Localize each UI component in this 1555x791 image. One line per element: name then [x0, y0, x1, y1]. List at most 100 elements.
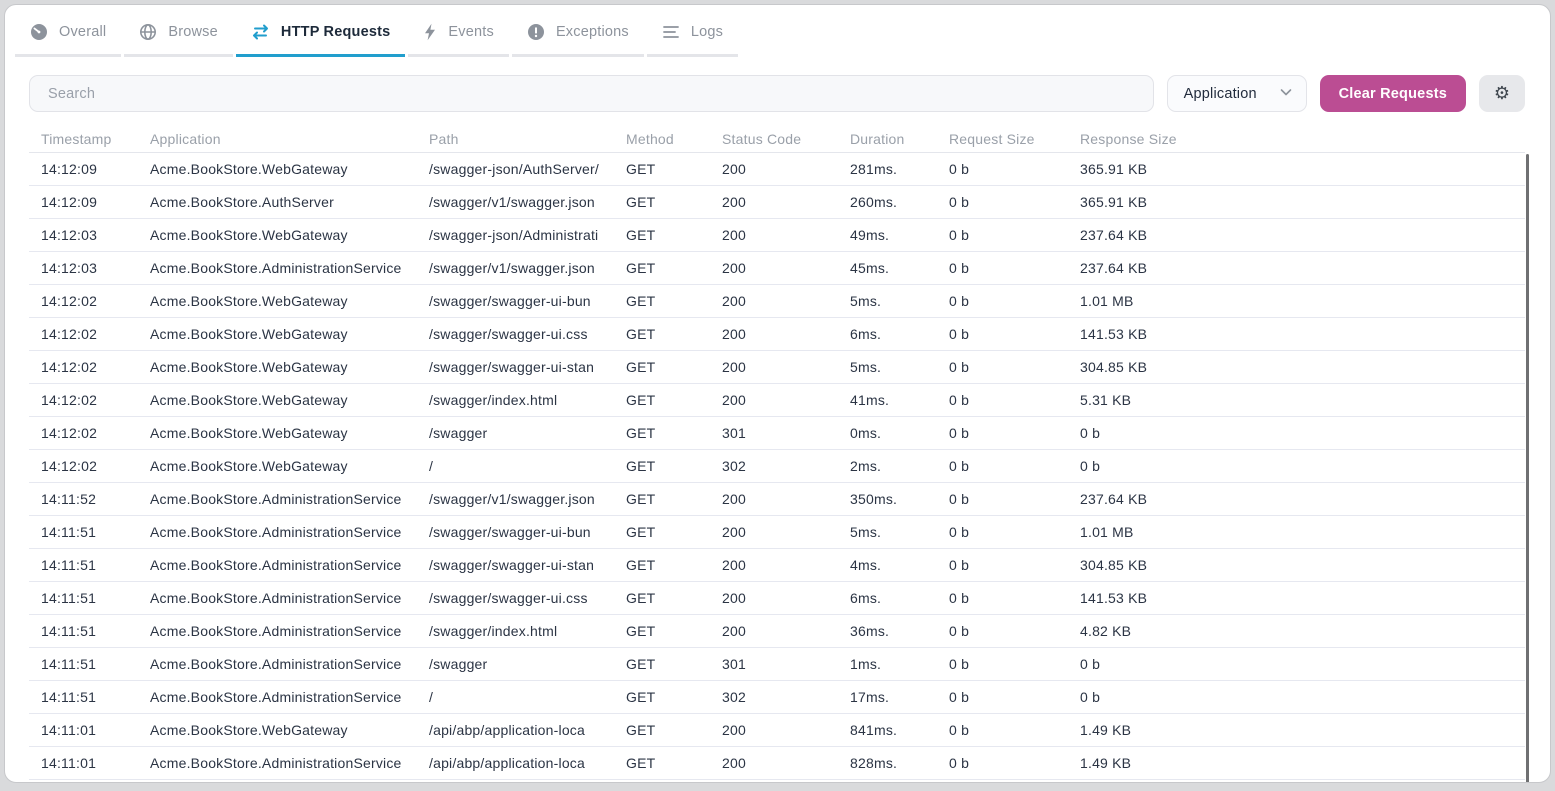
cell-request-size: 0 b	[949, 689, 970, 705]
cell-path: /swagger-json/AuthServer/	[429, 161, 599, 177]
cell-application: Acme.BookStore.AuthServer	[150, 194, 334, 210]
table-row[interactable]: 14:12:02 Acme.BookStore.WebGateway /swag…	[29, 351, 1525, 384]
table-row[interactable]: 14:11:51 Acme.BookStore.AdministrationSe…	[29, 681, 1525, 714]
cell-response-size: 304.85 KB	[1080, 359, 1148, 375]
column-header-method: Method	[626, 131, 674, 147]
table-row[interactable]: 14:12:02 Acme.BookStore.WebGateway /swag…	[29, 384, 1525, 417]
cell-path: /	[429, 458, 434, 474]
table-row[interactable]: 14:11:01 Acme.BookStore.WebGateway /api/…	[29, 714, 1525, 747]
vertical-scrollbar[interactable]	[1526, 154, 1529, 782]
cell-response-size: 0 b	[1080, 425, 1101, 441]
cell-timestamp: 14:11:51	[41, 656, 97, 672]
column-header-response-size: Response Size	[1080, 131, 1177, 147]
table-row[interactable]: 14:12:09 Acme.BookStore.AuthServer /swag…	[29, 186, 1525, 219]
table-row[interactable]: 14:11:52 Acme.BookStore.AdministrationSe…	[29, 483, 1525, 516]
cell-duration: 41ms.	[850, 392, 890, 408]
cell-request-size: 0 b	[949, 194, 970, 210]
column-header-request-size: Request Size	[949, 131, 1035, 147]
gear-icon: ⚙︎	[1493, 83, 1511, 103]
cell-method: GET	[626, 458, 656, 474]
cell-path: /swagger/swagger-ui.css	[429, 590, 588, 606]
cell-status-code: 200	[722, 161, 746, 177]
cell-response-size: 0 b	[1080, 458, 1101, 474]
column-header-duration: Duration	[850, 131, 905, 147]
cell-response-size: 0 b	[1080, 689, 1101, 705]
table-row[interactable]: 14:11:01 Acme.BookStore.AdministrationSe…	[29, 747, 1525, 780]
cell-response-size: 237.64 KB	[1080, 491, 1148, 507]
table-row[interactable]: 14:12:02 Acme.BookStore.WebGateway /swag…	[29, 318, 1525, 351]
search-input[interactable]	[29, 75, 1154, 112]
cell-method: GET	[626, 326, 656, 342]
cell-timestamp: 14:12:02	[41, 326, 98, 342]
settings-button[interactable]: ⚙︎	[1479, 75, 1525, 112]
cell-timestamp: 14:11:51	[41, 524, 97, 540]
cell-response-size: 237.64 KB	[1080, 260, 1148, 276]
table-row[interactable]: 14:12:09 Acme.BookStore.WebGateway /swag…	[29, 153, 1525, 186]
cell-request-size: 0 b	[949, 755, 970, 771]
cell-path: /	[429, 689, 434, 705]
tab-events[interactable]: Events	[408, 15, 509, 57]
cell-timestamp: 14:11:01	[41, 755, 97, 771]
cell-duration: 281ms.	[850, 161, 898, 177]
cell-response-size: 237.64 KB	[1080, 227, 1148, 243]
table-row[interactable]: 14:12:03 Acme.BookStore.AdministrationSe…	[29, 252, 1525, 285]
cell-path: /swagger	[429, 425, 488, 441]
cell-application: Acme.BookStore.AdministrationService	[150, 656, 402, 672]
lightning-icon	[423, 23, 437, 41]
cell-response-size: 365.91 KB	[1080, 161, 1148, 177]
cell-request-size: 0 b	[949, 392, 970, 408]
cell-response-size: 1.01 MB	[1080, 524, 1134, 540]
cell-request-size: 0 b	[949, 656, 970, 672]
table-row[interactable]: 14:11:51 Acme.BookStore.AdministrationSe…	[29, 615, 1525, 648]
cell-path: /swagger/swagger-ui-stan	[429, 557, 595, 573]
http-requests-panel: Overall Browse HTTP Requests	[4, 4, 1551, 783]
tab-browse[interactable]: Browse	[124, 15, 233, 57]
cell-timestamp: 14:11:51	[41, 623, 97, 639]
table-row[interactable]: 14:11:51 Acme.BookStore.AdministrationSe…	[29, 549, 1525, 582]
cell-status-code: 200	[722, 359, 746, 375]
cell-method: GET	[626, 227, 656, 243]
cell-application: Acme.BookStore.AdministrationService	[150, 260, 402, 276]
table-row[interactable]: 14:12:02 Acme.BookStore.WebGateway /swag…	[29, 417, 1525, 450]
cell-duration: 36ms.	[850, 623, 890, 639]
table-header: Timestamp Application Path Method Status…	[29, 126, 1525, 153]
table-row[interactable]: 14:12:02 Acme.BookStore.WebGateway /swag…	[29, 285, 1525, 318]
table-row[interactable]: 14:12:03 Acme.BookStore.WebGateway /swag…	[29, 219, 1525, 252]
cell-duration: 45ms.	[850, 260, 890, 276]
clear-requests-button[interactable]: Clear Requests	[1319, 75, 1466, 112]
cell-status-code: 200	[722, 194, 746, 210]
cell-response-size: 1.49 KB	[1080, 722, 1132, 738]
cell-status-code: 200	[722, 326, 746, 342]
cell-application: Acme.BookStore.WebGateway	[150, 722, 348, 738]
table-row[interactable]: 14:12:02 Acme.BookStore.WebGateway / GET…	[29, 450, 1525, 483]
cell-path: /swagger/swagger-ui-stan	[429, 359, 595, 375]
cell-timestamp: 14:11:51	[41, 689, 97, 705]
cell-duration: 1ms.	[850, 656, 882, 672]
tab-overall[interactable]: Overall	[15, 15, 122, 57]
cell-response-size: 141.53 KB	[1080, 590, 1148, 606]
table-row[interactable]: 14:11:51 Acme.BookStore.AdministrationSe…	[29, 582, 1525, 615]
cell-request-size: 0 b	[949, 458, 970, 474]
cell-status-code: 200	[722, 260, 746, 276]
tab-label: Logs	[690, 24, 724, 40]
cell-status-code: 200	[722, 392, 746, 408]
cell-path: /swagger/v1/swagger.json	[429, 260, 595, 276]
tab-exceptions[interactable]: Exceptions	[511, 15, 644, 57]
cell-response-size: 304.85 KB	[1080, 557, 1148, 573]
cell-duration: 4ms.	[850, 557, 882, 573]
cell-path: /swagger/v1/swagger.json	[429, 491, 595, 507]
tab-logs[interactable]: Logs	[646, 15, 739, 57]
table-row[interactable]: 14:11:51 Acme.BookStore.AdministrationSe…	[29, 648, 1525, 681]
cell-method: GET	[626, 755, 656, 771]
cell-duration: 6ms.	[850, 326, 882, 342]
cell-status-code: 302	[722, 458, 746, 474]
cell-path: /swagger/swagger-ui-bun	[429, 524, 591, 540]
tab-http-requests[interactable]: HTTP Requests	[235, 15, 406, 57]
cell-request-size: 0 b	[949, 326, 970, 342]
application-filter-dropdown[interactable]: Application	[1166, 75, 1307, 112]
table-row[interactable]: 14:11:51 Acme.BookStore.AdministrationSe…	[29, 516, 1525, 549]
tab-label: Exceptions	[555, 24, 629, 40]
http-requests-table: Timestamp Application Path Method Status…	[29, 126, 1525, 780]
cell-method: GET	[626, 161, 656, 177]
cell-duration: 841ms.	[850, 722, 898, 738]
